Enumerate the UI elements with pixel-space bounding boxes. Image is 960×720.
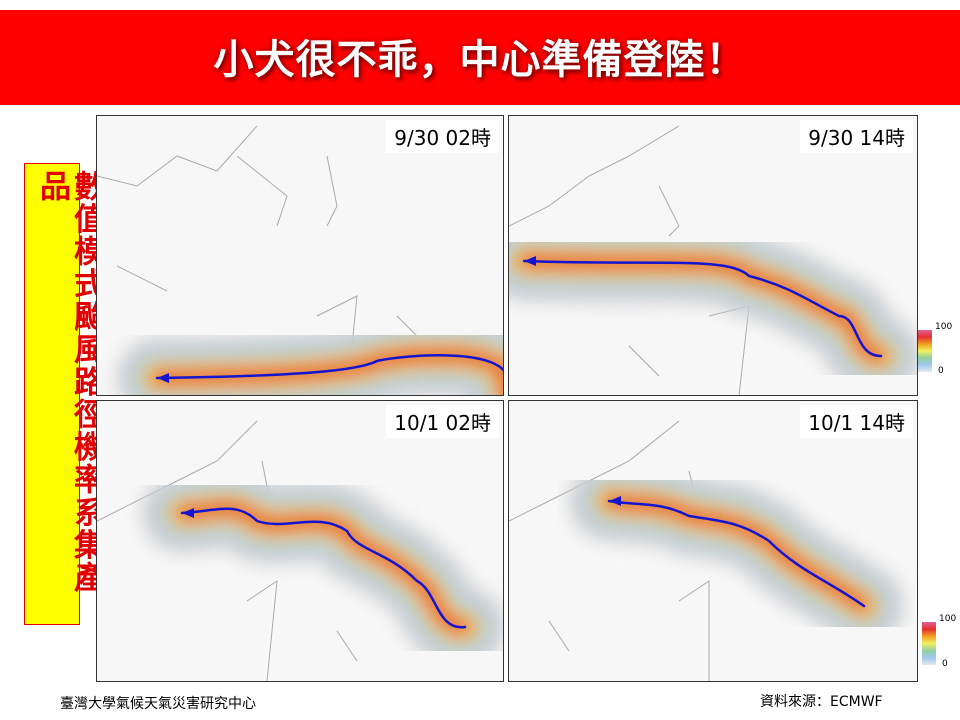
slide-title: 小犬很不乖，中心準備登陸！ [213, 37, 747, 83]
side-label: 數值模式颱風路徑機率系集產品 [34, 170, 104, 594]
map [97, 420, 503, 681]
footer-right: 資料來源：ECMWF [760, 694, 883, 710]
colorbar-min: 0 [942, 659, 948, 669]
map-panel: 9/30 14時 [508, 115, 918, 396]
map [509, 420, 917, 681]
colorbar-max: 100 [935, 322, 953, 332]
colorbar-min: 0 [938, 366, 944, 376]
colorbar [922, 622, 936, 665]
colorbar [918, 330, 932, 372]
map-panel: 9/30 02時 [96, 115, 504, 396]
panel-time: 10/1 02時 [386, 405, 499, 438]
panel-time: 9/30 14時 [800, 120, 913, 153]
panel-time: 9/30 02時 [386, 120, 499, 153]
map-panel: 10/1 02時 [96, 400, 504, 682]
footer-left: 臺灣大學氣候天氣災害研究中心 [60, 696, 256, 712]
map [97, 125, 503, 395]
side-box: 數值模式颱風路徑機率系集產品 [24, 163, 104, 625]
map-panel: 10/1 14時 [508, 400, 918, 682]
map [509, 125, 917, 395]
panel-time: 10/1 14時 [800, 405, 913, 438]
colorbar-max: 100 [939, 614, 957, 624]
banner [0, 10, 960, 105]
